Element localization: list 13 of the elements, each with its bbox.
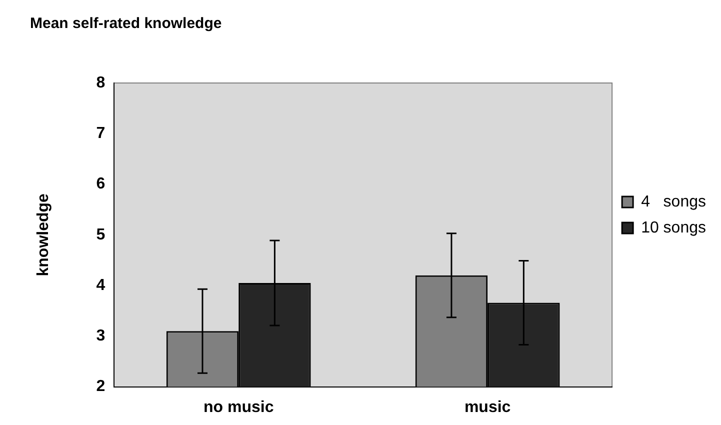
y-tick-label: 4	[96, 276, 106, 294]
x-tick-label: no music	[203, 398, 274, 416]
chart-title: Mean self-rated knowledge	[30, 15, 222, 32]
legend-label: 10 songs	[641, 219, 706, 236]
legend-label: 4 songs	[641, 193, 706, 210]
y-tick-label: 7	[96, 125, 106, 142]
y-tick-label: 2	[96, 378, 106, 396]
x-tick-label: music	[464, 398, 511, 416]
y-tick-label: 6	[96, 176, 106, 193]
y-tick-label: 5	[96, 226, 106, 244]
y-axis-title: knowledge	[35, 193, 52, 276]
y-tick-label: 8	[96, 74, 106, 92]
y-tick-label: 3	[96, 328, 106, 345]
